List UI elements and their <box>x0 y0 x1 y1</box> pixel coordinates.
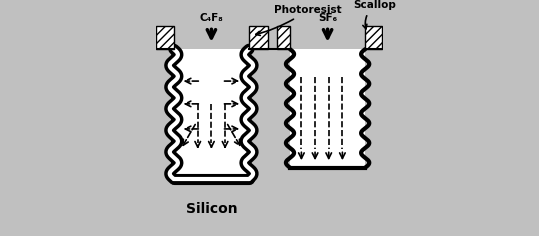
Text: C₄F₈: C₄F₈ <box>199 13 223 23</box>
Text: Silicon: Silicon <box>185 202 237 216</box>
Bar <box>249 26 268 49</box>
Bar <box>278 26 290 49</box>
Text: Photoresist: Photoresist <box>256 5 342 35</box>
Bar <box>156 26 174 49</box>
Text: SF₆: SF₆ <box>318 13 337 23</box>
Bar <box>365 26 382 49</box>
Text: Scallop: Scallop <box>353 0 396 29</box>
Polygon shape <box>174 49 249 179</box>
Polygon shape <box>290 49 365 168</box>
